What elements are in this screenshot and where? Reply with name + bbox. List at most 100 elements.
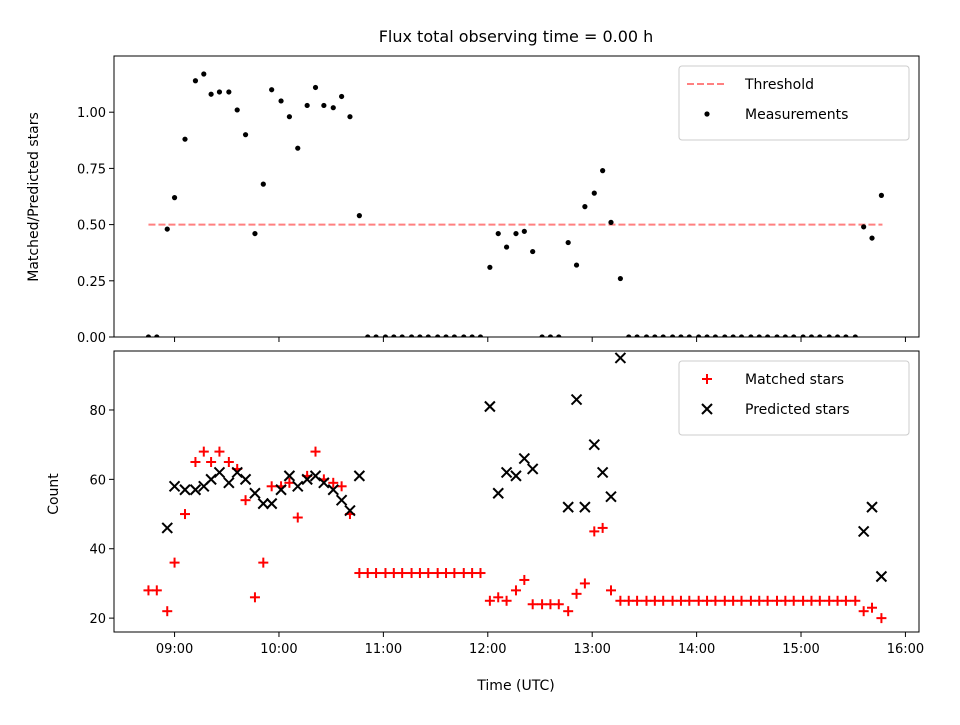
marker-stroke — [168, 480, 181, 493]
measurement-point — [365, 334, 371, 337]
matched-star-marker — [284, 477, 295, 488]
predicted-star-marker — [335, 494, 348, 506]
measurement-point — [399, 334, 405, 337]
measurement-point — [591, 190, 597, 196]
marker-stroke — [189, 484, 202, 496]
predicted-star-marker — [570, 393, 583, 406]
marker-stroke — [605, 490, 617, 503]
measurement-point — [304, 102, 310, 109]
predicted-star-marker — [213, 466, 226, 479]
measurement-point — [330, 105, 336, 111]
measurement-point — [391, 334, 397, 337]
matched-star-marker — [414, 568, 425, 579]
top-y-tick-label: 1.00 — [77, 106, 106, 121]
predicted-star-marker — [283, 470, 296, 482]
measurement-point — [808, 334, 815, 337]
top-y-tick-label: 0.50 — [77, 219, 106, 234]
measurement-point — [477, 334, 484, 337]
matched-star-marker — [441, 568, 452, 579]
matched-star-marker — [693, 595, 704, 606]
marker-stroke — [283, 470, 296, 482]
measurement-point — [425, 334, 431, 337]
matched-star-marker — [143, 585, 154, 596]
matched-star-marker — [832, 595, 843, 606]
matched-star-marker — [589, 526, 600, 537]
measurement-point — [201, 71, 207, 77]
bottom-y-axis-label: Count — [46, 473, 62, 515]
matched-star-marker — [198, 446, 209, 457]
measurement-point — [582, 204, 588, 210]
measurement-point — [451, 334, 457, 337]
marker-stroke — [275, 484, 287, 496]
measurement-point — [435, 334, 441, 337]
measurement-point — [154, 334, 160, 337]
matched-star-marker — [169, 557, 180, 568]
measurement-point — [278, 98, 284, 104]
matched-star-marker — [806, 595, 817, 606]
measurement-point — [164, 226, 170, 232]
bottom-y-tick-label: 20 — [89, 612, 106, 627]
top-y-tick-label: 0.00 — [77, 331, 106, 346]
measurement-point — [513, 230, 519, 237]
measurement-point — [565, 239, 571, 246]
matched-star-marker — [850, 595, 861, 606]
matched-star-marker — [563, 606, 574, 617]
matched-star-marker — [814, 595, 825, 606]
measurement-point — [408, 334, 415, 337]
matched-star-marker — [292, 512, 303, 523]
predicted-star-marker — [168, 480, 181, 493]
matched-star-marker — [702, 595, 713, 606]
matched-star-marker — [484, 595, 495, 606]
measurement-point — [521, 228, 527, 234]
matched-star-marker — [240, 495, 251, 506]
bottom-y-tick-label: 40 — [89, 543, 106, 558]
matched-star-marker — [493, 592, 504, 603]
matched-star-marker — [605, 585, 616, 596]
measurement-point — [643, 334, 650, 337]
legend-label: Threshold — [744, 77, 814, 93]
legend-predicted-swatch — [701, 403, 713, 415]
predicted-star-marker — [301, 473, 313, 486]
measurement-point — [295, 145, 301, 151]
predicted-star-marker — [249, 487, 261, 499]
matched-star-marker — [858, 606, 869, 617]
matched-star-marker — [537, 599, 548, 610]
measurement-point — [234, 107, 240, 113]
matched-star-marker — [728, 595, 739, 606]
matched-star-marker — [754, 595, 765, 606]
marker-stroke — [562, 501, 574, 513]
measurement-point — [869, 235, 875, 241]
marker-stroke — [292, 480, 304, 493]
predicted-star-marker — [605, 490, 617, 503]
matched-star-marker — [553, 599, 564, 610]
bottom-y-tick-label: 60 — [89, 473, 106, 488]
matched-star-marker — [362, 568, 373, 579]
legend-label: Measurements — [745, 107, 848, 123]
measurement-point — [756, 334, 762, 337]
matched-star-marker — [510, 585, 521, 596]
measurement-point — [373, 334, 379, 337]
matched-star-marker — [684, 595, 695, 606]
matched-star-marker — [579, 578, 590, 589]
measurement-point — [878, 192, 885, 198]
legend-measurement-swatch — [704, 111, 710, 117]
top-panel: 0.00 0.25 0.50 0.75 1.00 Threshold Measurement… — [77, 55, 920, 346]
matched-star-marker — [310, 446, 321, 457]
matched-star-marker — [762, 595, 773, 606]
legend-matched-swatch — [702, 374, 712, 384]
matched-star-marker — [545, 599, 556, 610]
top-plot-area — [145, 71, 885, 337]
matched-star-marker — [406, 568, 417, 579]
matched-star-marker — [501, 595, 512, 606]
measurement-point — [461, 334, 467, 337]
bottom-axes-frame — [113, 350, 920, 633]
measurement-point — [556, 334, 562, 337]
marker-stroke — [579, 501, 591, 513]
predicted-star-marker — [353, 470, 366, 482]
bottom-x-tick-label: 09:00 — [156, 642, 193, 657]
matched-star-marker — [336, 481, 347, 492]
marker-stroke — [179, 484, 191, 496]
marker-stroke — [588, 438, 600, 451]
predicted-star-marker — [518, 452, 531, 465]
